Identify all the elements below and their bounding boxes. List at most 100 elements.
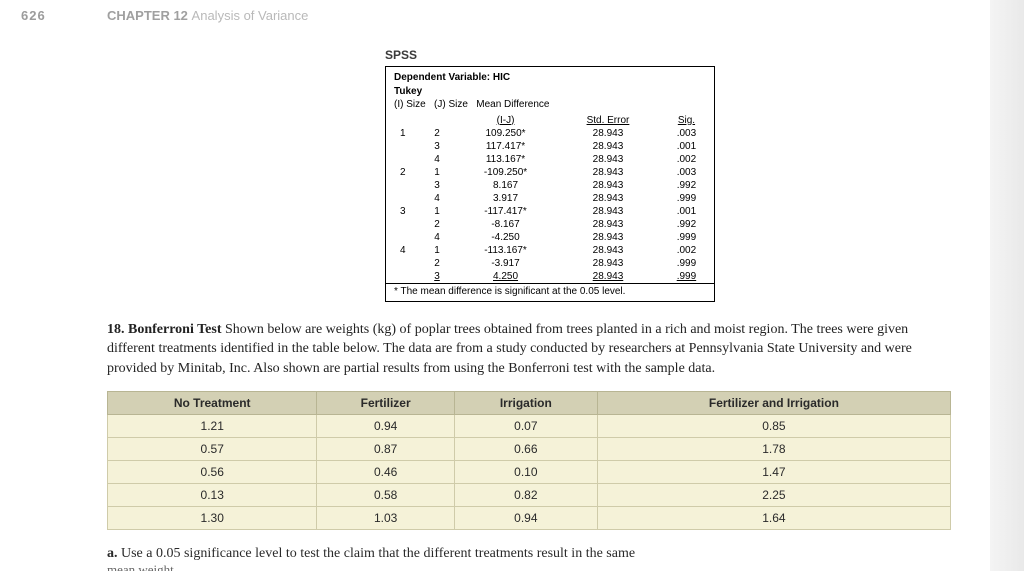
spss-cell: 2 — [420, 127, 454, 140]
chapter-title: CHAPTER 12 Analysis of Variance — [107, 8, 308, 23]
spss-cell: 28.943 — [557, 140, 659, 153]
spss-cell: 28.943 — [557, 127, 659, 140]
poplar-data-table: No TreatmentFertilizerIrrigationFertiliz… — [107, 391, 951, 530]
spss-cell: .999 — [659, 270, 714, 283]
data-table-cell: 0.94 — [454, 507, 597, 530]
spss-cell: 4.250 — [454, 270, 557, 283]
spss-row: 4113.167*28.943.002 — [386, 153, 714, 166]
data-table-cell: 0.82 — [454, 484, 597, 507]
spss-col-i: (I) Size — [394, 99, 426, 110]
spss-cell: -117.417* — [454, 205, 557, 218]
spss-row: 4-4.25028.943.999 — [386, 231, 714, 244]
data-table-header-cell: Fertilizer and Irrigation — [597, 392, 950, 415]
spss-cell: 1 — [420, 166, 454, 179]
spss-cell: .992 — [659, 218, 714, 231]
spss-cell: 1 — [420, 205, 454, 218]
data-table-cell: 1.30 — [108, 507, 317, 530]
table-row: 1.210.940.070.85 — [108, 415, 951, 438]
data-table-cell: 0.87 — [317, 438, 455, 461]
problem-18-text: 18. Bonferroni Test Shown below are weig… — [107, 320, 951, 380]
spss-cell: .999 — [659, 192, 714, 205]
spss-cell: 4 — [420, 153, 454, 166]
table-row: 1.301.030.941.64 — [108, 507, 951, 530]
spss-cell — [386, 257, 420, 270]
spss-cell: 28.943 — [557, 166, 659, 179]
problem-body: Shown below are weights (kg) of poplar t… — [107, 322, 912, 377]
spss-cell: 2 — [386, 166, 420, 179]
page-header: 626 CHAPTER 12 Analysis of Variance — [0, 8, 990, 30]
spss-cell: 28.943 — [557, 179, 659, 192]
spss-cell: 117.417* — [454, 140, 557, 153]
spss-row: 3117.417*28.943.001 — [386, 140, 714, 153]
spss-heading: SPSS — [385, 48, 967, 62]
spss-cell — [386, 231, 420, 244]
data-table-header-cell: Fertilizer — [317, 392, 455, 415]
spss-cell: .992 — [659, 179, 714, 192]
spss-cell: 113.167* — [454, 153, 557, 166]
data-table-cell: 1.47 — [597, 461, 950, 484]
spss-cell: 2 — [420, 218, 454, 231]
page-number: 626 — [21, 8, 46, 23]
spss-row: 43.91728.943.999 — [386, 192, 714, 205]
spss-cell: 28.943 — [557, 218, 659, 231]
data-table-cell: 2.25 — [597, 484, 950, 507]
spss-cell: -4.250 — [454, 231, 557, 244]
spss-cell: .001 — [659, 205, 714, 218]
data-table-cell: 0.46 — [317, 461, 455, 484]
table-row: 0.130.580.822.25 — [108, 484, 951, 507]
problem-title: Bonferroni Test — [128, 322, 221, 337]
spss-footnote: * The mean difference is significant at … — [386, 283, 714, 301]
table-header-row: No TreatmentFertilizerIrrigationFertiliz… — [108, 392, 951, 415]
data-table-cell: 0.07 — [454, 415, 597, 438]
data-table-cell: 1.21 — [108, 415, 317, 438]
data-table-cell: 0.58 — [317, 484, 455, 507]
table-row: 0.570.870.661.78 — [108, 438, 951, 461]
sub-question-text: Use a 0.05 significance level to test th… — [121, 546, 635, 561]
spss-cell: 109.250* — [454, 127, 557, 140]
data-table-cell: 0.13 — [108, 484, 317, 507]
spss-cell: 28.943 — [557, 231, 659, 244]
spss-meta: Dependent Variable: HIC Tukey (I) Size (… — [386, 71, 714, 112]
spss-cell: -3.917 — [454, 257, 557, 270]
spss-depvar-label: Dependent Variable: — [394, 72, 490, 83]
spss-cell — [386, 140, 420, 153]
spss-block: SPSS Dependent Variable: HIC Tukey (I) S… — [385, 48, 967, 302]
spss-cell: 1 — [386, 127, 420, 140]
spss-th-stderr: Std. Error — [557, 114, 659, 127]
data-table-header-cell: No Treatment — [108, 392, 317, 415]
spss-row: 2-8.16728.943.992 — [386, 218, 714, 231]
spss-cell: .002 — [659, 153, 714, 166]
data-table-cell: 0.56 — [108, 461, 317, 484]
spss-row: 41-113.167*28.943.002 — [386, 244, 714, 257]
spss-cell — [386, 192, 420, 205]
spss-cell: -109.250* — [454, 166, 557, 179]
spss-cell: 28.943 — [557, 153, 659, 166]
spss-cell: .003 — [659, 127, 714, 140]
spss-row: 38.16728.943.992 — [386, 179, 714, 192]
spss-cell: 3 — [420, 179, 454, 192]
spss-method: Tukey — [394, 86, 422, 97]
data-table-cell: 0.57 — [108, 438, 317, 461]
spss-col-j: (J) Size — [434, 99, 468, 110]
data-table-cell: 0.66 — [454, 438, 597, 461]
spss-cell: -8.167 — [454, 218, 557, 231]
spss-col-meandiff: Mean Difference — [476, 99, 549, 110]
page-content: SPSS Dependent Variable: HIC Tukey (I) S… — [107, 48, 967, 571]
spss-cell — [386, 153, 420, 166]
spss-cell: 3 — [420, 270, 454, 283]
spss-depvar-value: HIC — [493, 72, 510, 83]
spss-cell: .001 — [659, 140, 714, 153]
table-row: 0.560.460.101.47 — [108, 461, 951, 484]
spss-cell: 28.943 — [557, 205, 659, 218]
spss-cell: 4 — [386, 244, 420, 257]
spss-table: (I-J) Std. Error Sig. 12109.250*28.943.0… — [386, 114, 714, 283]
data-table-header-cell: Irrigation — [454, 392, 597, 415]
spss-cell — [386, 218, 420, 231]
data-table-cell: 0.85 — [597, 415, 950, 438]
data-table-cell: 1.78 — [597, 438, 950, 461]
spss-row: 34.25028.943.999 — [386, 270, 714, 283]
spss-cell — [386, 179, 420, 192]
data-table-cell: 1.03 — [317, 507, 455, 530]
spss-cell: .003 — [659, 166, 714, 179]
spss-row: 31-117.417*28.943.001 — [386, 205, 714, 218]
